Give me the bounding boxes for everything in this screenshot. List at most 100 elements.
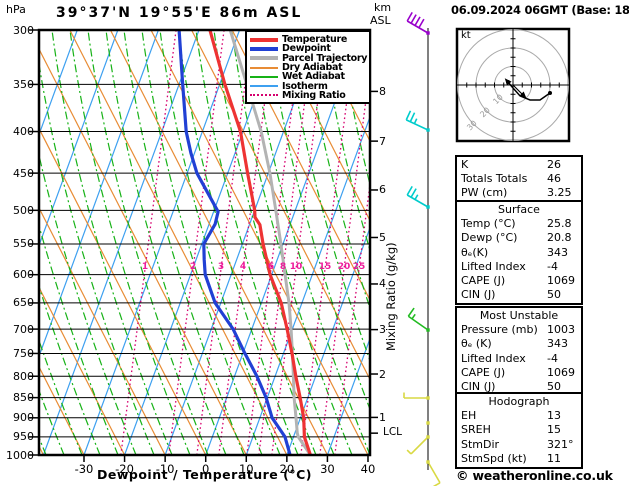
stats-value: 1069 (547, 274, 575, 288)
stats-box-most-unstable: Most Unstable Pressure (mb) 1003 θₑ (K) 343 L… (455, 306, 583, 398)
km-asl-tick-label: 5 (379, 230, 386, 244)
stats-label: Temp (°C) (461, 217, 516, 231)
pressure-tick-label: 950 (13, 430, 34, 444)
stats-value: 26 (547, 158, 561, 171)
stats-row: CAPE (J) 1069 (461, 366, 577, 380)
stats-box-title: Surface (498, 203, 540, 216)
legend-label: Dewpoint (282, 43, 331, 55)
pressure-tick-label: 300 (13, 23, 34, 37)
stats-row: K 26 (461, 158, 577, 172)
mixing-ratio-value-label: 15 (318, 262, 332, 272)
legend-item: Mixing Ratio (250, 89, 369, 101)
stats-value: 343 (547, 245, 568, 259)
mixing-ratio-value-label: 10 (289, 262, 303, 272)
legend-swatch-mixing-ratio (250, 94, 278, 97)
temperature-tick-label: -20 (115, 462, 134, 476)
altitude-axis-unit-km: km (374, 1, 392, 14)
copyright: © weatheronline.co.uk (456, 468, 613, 483)
temperature-tick-label: 10 (238, 462, 254, 476)
stats-row: Lifted Index -4 (461, 352, 577, 366)
altitude-axis-unit-asl: ASL (370, 14, 391, 27)
stats-value: 321° (547, 437, 574, 451)
legend-label: Wet Adiabat (282, 71, 345, 83)
mixing-ratio-value-label: 6 (267, 262, 275, 272)
stats-row: Dewp (°C) 20.8 (461, 231, 577, 245)
stats-row: SREH 15 (461, 423, 577, 437)
stats-label: θₑ(K) (461, 245, 489, 259)
run-datetime: 06.09.2024 06GMT (Base: 18) (451, 3, 629, 17)
stats-row: Pressure (mb) 1003 (461, 323, 577, 337)
km-asl-tick-label: 6 (379, 183, 386, 197)
hodograph-unit-label: kt (461, 30, 471, 41)
mixing-ratio-value-label: 3 (217, 262, 225, 272)
pressure-tick-label: 400 (13, 125, 34, 139)
stats-value: 1069 (547, 365, 575, 379)
stats-label: CAPE (J) (461, 274, 506, 288)
stats-label: StmSpd (kt) (461, 451, 527, 465)
mixing-ratio-value-label: 25 (352, 262, 366, 272)
stats-label: Lifted Index (461, 351, 526, 365)
stats-label: K (461, 158, 469, 171)
stats-row: Totals Totals 46 (461, 172, 577, 186)
temperature-tick-label: 40 (360, 462, 376, 476)
pressure-tick-label: 750 (13, 346, 34, 360)
stats-label: EH (461, 409, 477, 423)
stats-label: StmDir (461, 437, 500, 451)
stats-label: Totals Totals (461, 172, 528, 186)
stats-row: StmDir 321° (461, 438, 577, 452)
stats-label: Dewp (°C) (461, 231, 518, 245)
stats-label: CIN (J) (461, 288, 496, 302)
stats-value: 46 (547, 172, 561, 186)
legend-swatch-wet-adiabat (250, 75, 278, 78)
legend-swatch-dewpoint (250, 46, 278, 51)
mixing-ratio-axis-label: Mixing Ratio (g/kg) (384, 242, 398, 352)
pressure-tick-label: 1000 (6, 448, 34, 462)
stats-row: Temp (°C) 25.8 (461, 217, 577, 231)
stats-box-indices: K 26 Totals Totals 46 PW (cm) 3.25 (455, 155, 583, 204)
stats-value: 1003 (547, 323, 575, 337)
stats-label: Pressure (mb) (461, 323, 538, 337)
stats-label: SREH (461, 423, 491, 437)
km-asl-tick-label: 3 (379, 323, 386, 337)
temperature-tick-label: 20 (279, 462, 295, 476)
stats-row: θₑ (K) 343 (461, 337, 577, 351)
mixing-ratio-value-label: 8 (279, 262, 287, 272)
mixing-ratio-value-label: 4 (239, 262, 247, 272)
stats-row: CIN (J) 50 (461, 288, 577, 302)
temperature-tick-label: 30 (320, 462, 335, 476)
stats-value: 25.8 (547, 217, 572, 231)
km-asl-tick-label: 1 (379, 410, 386, 424)
mixing-ratio-value-label: 1 (141, 262, 149, 272)
pressure-tick-label: 850 (13, 391, 34, 405)
stats-row: EH 13 (461, 409, 577, 423)
pressure-tick-label: 800 (13, 369, 34, 383)
stats-row: CIN (J) 50 (461, 380, 577, 394)
pressure-axis-unit: hPa (6, 3, 26, 16)
stats-label: PW (cm) (461, 186, 508, 200)
stats-value: 20.8 (547, 231, 572, 245)
pressure-tick-label: 450 (13, 166, 34, 180)
legend-item: Dewpoint (250, 43, 369, 55)
stats-row: PW (cm) 3.25 (461, 186, 577, 200)
stats-value: 11 (547, 451, 561, 465)
legend-item: Dry Adiabat (250, 62, 369, 74)
temperature-tick-label: 0 (202, 462, 210, 476)
temperature-tick-label: -30 (74, 462, 94, 476)
pressure-tick-label: 700 (13, 322, 34, 336)
stats-box-hodograph: Hodograph EH 13 SREH 15 StmDir 321° StmSpd (kt)… (455, 392, 583, 470)
legend-label: Isotherm (282, 80, 328, 92)
pressure-tick-label: 550 (13, 237, 34, 251)
stats-row: CAPE (J) 1069 (461, 274, 577, 288)
stats-value: -4 (547, 351, 558, 365)
stats-value: -4 (547, 259, 558, 273)
legend-label: Mixing Ratio (282, 89, 346, 101)
km-asl-tick-label: 7 (379, 134, 386, 148)
stats-label: Lifted Index (461, 259, 526, 273)
stats-box-title: Hodograph (488, 395, 550, 408)
legend-label: Dry Adiabat (282, 62, 343, 74)
stats-row: θₑ(K) 343 (461, 246, 577, 260)
stats-label: CIN (J) (461, 380, 496, 394)
stats-label: CAPE (J) (461, 365, 506, 379)
stats-value: 3.25 (547, 186, 572, 200)
